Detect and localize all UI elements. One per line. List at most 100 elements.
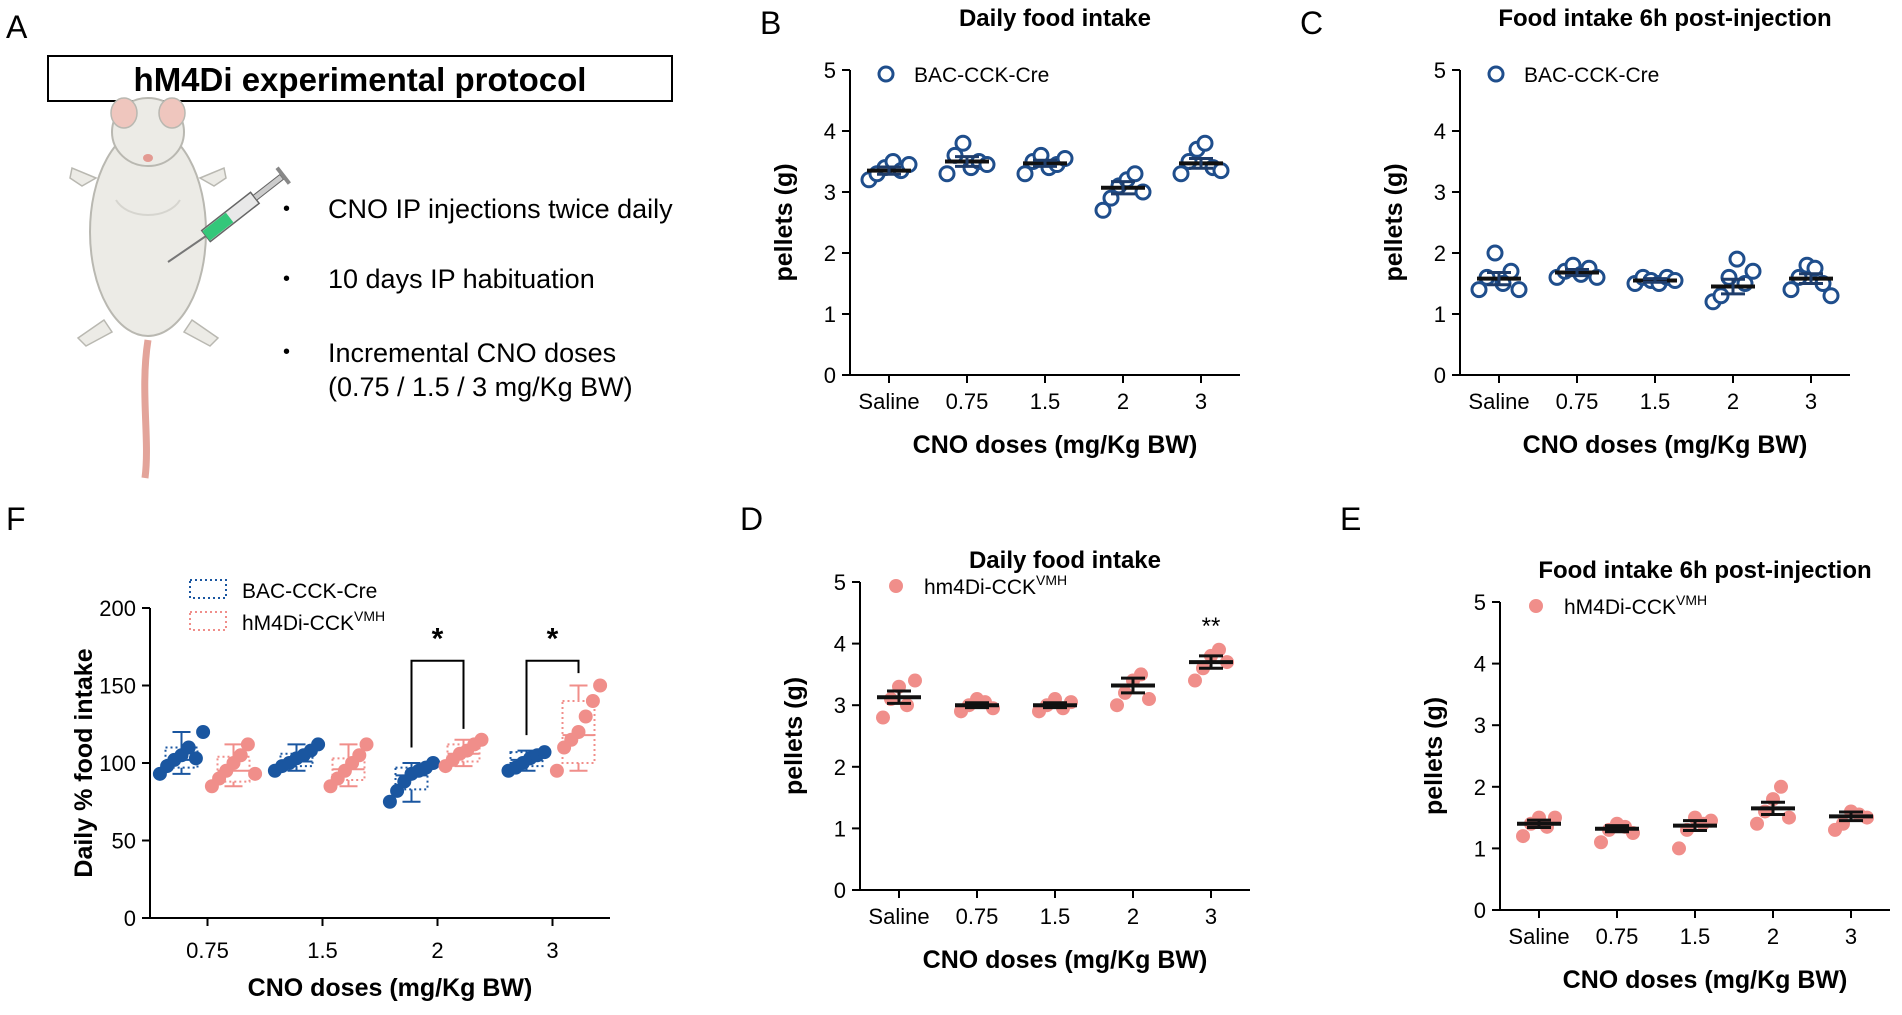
y-tick-label: 1 (1434, 302, 1446, 327)
data-point (1782, 281, 1800, 299)
y-axis-label: pellets (g) (780, 677, 808, 795)
legend-swatch (189, 579, 227, 599)
bullet-1: CNO IP injections twice daily (328, 194, 673, 224)
x-tick-label: Saline (858, 389, 919, 414)
legend-marker (1529, 599, 1543, 613)
y-tick-label: 2 (824, 241, 836, 266)
legend-label: BAC-CCK-Cre (914, 64, 1049, 87)
x-tick-label: 1.5 (307, 938, 338, 963)
y-tick-label: 0 (824, 363, 836, 388)
data-point (352, 748, 367, 763)
data-point (954, 134, 972, 152)
y-tick-label: 2 (834, 755, 846, 780)
chart-f: 0 50 100 150 200 Daily % food intake CNO doses… (6, 501, 610, 1002)
x-tick-label: Saline (1468, 389, 1529, 414)
y-tick-label: 200 (99, 596, 136, 621)
bullet-1-symbol: • (283, 198, 290, 220)
data-point (585, 694, 600, 708)
panel-b: 0 1 2 3 4 5 pellets (g) CNO doses (mg/Kg BW) B Da… (760, 0, 1280, 480)
x-tick-label: 3 (1205, 904, 1217, 929)
panel-letter: B (760, 5, 781, 41)
legend-swatch (189, 611, 227, 631)
chart-d: 0 1 2 3 4 5 pellets (g) CNO doses (mg/Kg BW) D Da… (740, 501, 1250, 974)
x-tick-label: 0.75 (956, 904, 999, 929)
y-tick-label: 3 (834, 693, 846, 718)
y-tick-label: 3 (824, 180, 836, 205)
x-tick-label: 2 (1117, 389, 1129, 414)
x-axis-label: CNO doses (mg/Kg BW) (913, 431, 1198, 459)
x-tick-label: 1.5 (1680, 924, 1711, 949)
y-tick-label: 2 (1434, 241, 1446, 266)
x-tick-label: 2 (1127, 904, 1139, 929)
legend-marker (877, 65, 895, 83)
legend-label: hM4Di-CCKVMH (242, 608, 385, 635)
data-point (1672, 841, 1686, 856)
bullet-3-detail: (0.75 / 1.5 / 3 mg/Kg BW) (328, 372, 633, 402)
x-tick-label: 2 (1727, 389, 1739, 414)
legend-label-text: hM4Di-CCK (1564, 596, 1676, 619)
panel-d: 0 1 2 3 4 5 pellets (g) CNO doses (mg/Kg BW) D Da… (740, 490, 1300, 1010)
data-point (1712, 287, 1730, 305)
x-tick-label: 1.5 (1040, 904, 1071, 929)
significance-mark: * (432, 623, 444, 656)
bullet-2-symbol: • (283, 268, 290, 290)
legend-label-superscript: VMH (354, 608, 385, 624)
data-point (1822, 287, 1840, 305)
panel-a: A hM4Di experimental protocol (0, 0, 780, 480)
chart-c: 0 1 2 3 4 5 pellets (g) CNO doses (mg/Kg BW) C Fo… (1300, 5, 1850, 459)
data-point (1212, 642, 1226, 657)
legend-label-superscript: VMH (1676, 592, 1707, 608)
x-tick-label: 1.5 (1640, 389, 1671, 414)
data-point (1172, 165, 1190, 183)
x-tick-label: Saline (868, 904, 929, 929)
legend-label-text: BAC-CCK-Cre (914, 64, 1049, 87)
chart-title: Daily food intake (969, 547, 1161, 574)
y-tick-label: 4 (834, 632, 846, 657)
y-axis-label: pellets (g) (1420, 697, 1448, 815)
data-point (593, 678, 608, 693)
significance-mark: ** (1202, 613, 1221, 640)
data-point (1510, 281, 1528, 299)
legend-label-text: hM4Di-CCK (242, 612, 354, 635)
bullet-2: 10 days IP habituation (328, 264, 595, 294)
data-point (900, 698, 914, 713)
data-point (1212, 162, 1230, 180)
data-point (1188, 673, 1202, 688)
data-point (1594, 835, 1608, 850)
data-point (549, 763, 564, 778)
panel-a-svg: A hM4Di experimental protocol (6, 9, 673, 479)
y-tick-label: 100 (99, 751, 136, 776)
data-point (1750, 816, 1764, 831)
data-point (359, 737, 374, 752)
y-axis-label: pellets (g) (1380, 163, 1408, 281)
bullet-3: Incremental CNO doses (328, 338, 616, 368)
panel-letter: D (740, 501, 763, 537)
syringe-icon (167, 166, 291, 263)
data-point (181, 740, 196, 755)
y-tick-label: 4 (1434, 119, 1446, 144)
y-tick-label: 4 (1474, 652, 1486, 677)
data-point (248, 766, 263, 781)
y-tick-label: 50 (112, 829, 136, 854)
mouse-illustration (69, 97, 227, 479)
data-point (1016, 165, 1034, 183)
data-point (1126, 165, 1144, 183)
data-point (537, 745, 552, 760)
data-point (1728, 250, 1746, 268)
data-point (1548, 810, 1562, 825)
data-point (1806, 259, 1824, 277)
legend-label-superscript: VMH (1036, 572, 1067, 588)
x-axis-label: CNO doses (mg/Kg BW) (923, 946, 1208, 974)
data-point (188, 751, 203, 766)
data-point (1744, 262, 1762, 280)
chart-title: Daily food intake (959, 5, 1151, 32)
data-point (1094, 201, 1112, 219)
y-tick-label: 2 (1474, 775, 1486, 800)
y-tick-label: 5 (1434, 58, 1446, 83)
data-point (240, 737, 255, 752)
data-point (474, 732, 489, 747)
panel-letter-a: A (6, 9, 28, 45)
panel-letter: C (1300, 5, 1323, 41)
data-point (908, 673, 922, 688)
y-tick-label: 150 (99, 674, 136, 699)
